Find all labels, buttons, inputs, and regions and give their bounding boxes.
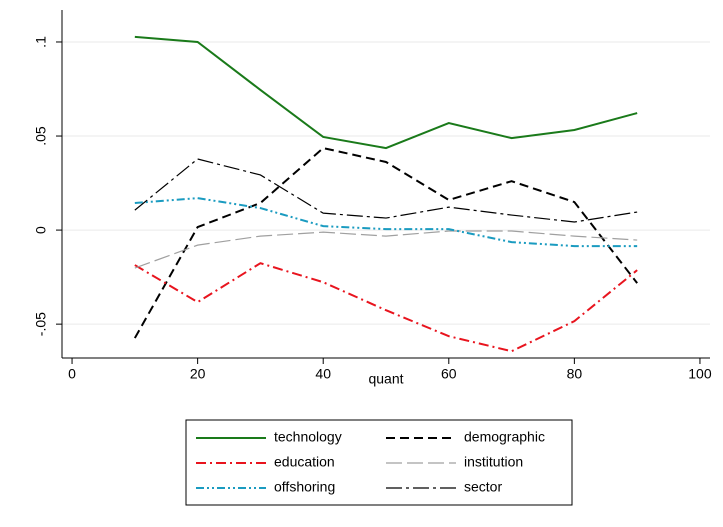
- x-axis-label: quant: [368, 371, 403, 387]
- series-line: [134, 197, 638, 248]
- x-tick-label: 80: [567, 366, 583, 382]
- y-tick-label: -.05: [33, 312, 49, 336]
- series-line: [134, 35, 638, 150]
- series-line: [134, 262, 638, 353]
- x-tick-label: 40: [315, 366, 331, 382]
- series-line: [133, 146, 638, 339]
- legend-label: education: [274, 454, 335, 470]
- series-line: [134, 158, 638, 223]
- x-tick-label: 60: [441, 366, 457, 382]
- legend-label: institution: [464, 454, 523, 470]
- x-tick-label: 0: [68, 366, 76, 382]
- legend-label: sector: [464, 479, 502, 495]
- y-tick-label: 0: [33, 226, 49, 234]
- x-tick-label: 20: [190, 366, 206, 382]
- series-line: [134, 230, 638, 269]
- y-tick-label: .1: [33, 36, 49, 48]
- legend-label: demographic: [464, 429, 545, 445]
- legend-label: offshoring: [274, 479, 335, 495]
- legend-label: technology: [274, 429, 342, 445]
- x-tick-label: 100: [688, 366, 712, 382]
- y-tick-label: .05: [33, 126, 49, 146]
